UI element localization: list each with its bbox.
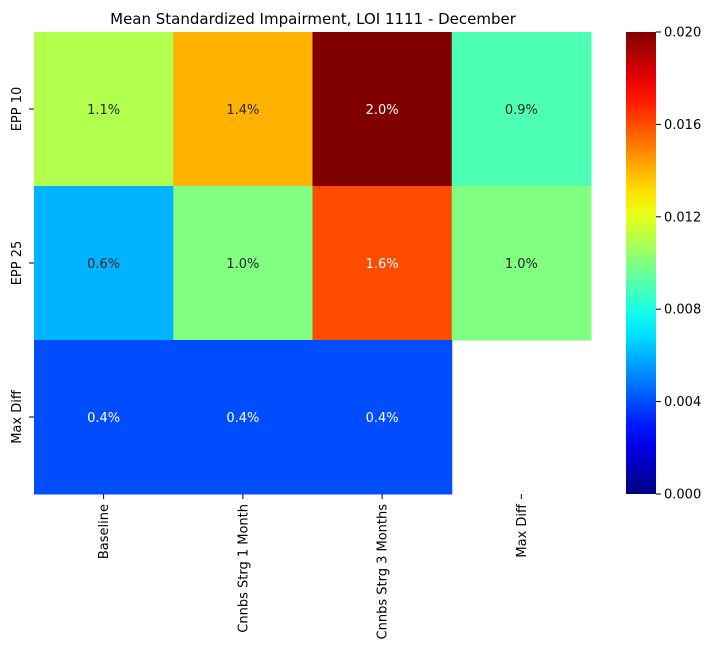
colorbar-tick-label: 0.008 <box>664 303 701 318</box>
heatmap-cell <box>312 340 453 495</box>
heatmap-cells: 1.1% 1.4% 2.0% 0.9% 0.6% 1.0% 1.6% 1.0% 0.4% 0.4%… <box>34 32 592 495</box>
heatmap-cell <box>173 186 313 341</box>
heatmap-cell <box>451 186 592 341</box>
heatmap-cell <box>451 32 592 187</box>
x-axis: Baseline Cnnbs Strg 1 Month Cnnbs Strg 3 M… <box>97 494 530 639</box>
colorbar <box>626 32 656 494</box>
colorbar-axis: 0.000 0.004 0.008 0.012 0.016 0.020 <box>656 26 701 503</box>
cell-label: 1.0% <box>226 257 259 272</box>
heatmap-cell <box>34 340 174 495</box>
x-tick-label: Cnnbs Strg 3 Months <box>376 504 391 640</box>
cell-label: 0.4% <box>366 411 399 426</box>
chart-title: Mean Standardized Impairment, LOI 1111 -… <box>110 10 517 28</box>
y-tick-label: EPP 25 <box>10 241 25 286</box>
x-tick-label: Baseline <box>97 504 112 559</box>
colorbar-tick-label: 0.012 <box>664 210 701 225</box>
x-tick-label: Max Diff <box>515 503 530 558</box>
cell-label: 0.9% <box>505 103 538 118</box>
colorbar-tick-label: 0.016 <box>664 118 701 133</box>
cell-label: 0.4% <box>87 411 120 426</box>
cell-label: 1.4% <box>226 103 259 118</box>
cell-label: 0.4% <box>226 411 259 426</box>
cell-label: 1.0% <box>505 257 538 272</box>
heatmap-cell <box>173 32 313 187</box>
cell-label: 1.1% <box>87 103 120 118</box>
colorbar-tick-label: 0.000 <box>664 488 701 503</box>
cell-label: 1.6% <box>366 257 399 272</box>
x-tick-label: Cnnbs Strg 1 Month <box>236 504 251 633</box>
heatmap-cell <box>173 340 313 495</box>
y-tick-label: Max Diff <box>10 389 25 444</box>
colorbar-tick-label: 0.020 <box>664 26 701 41</box>
cell-label: 0.6% <box>87 257 120 272</box>
y-axis: EPP 10 EPP 25 Max Diff <box>10 87 34 444</box>
heatmap-cell <box>34 186 174 341</box>
cell-label: 2.0% <box>366 103 399 118</box>
heatmap-cell <box>34 32 174 187</box>
colorbar-tick-label: 0.004 <box>664 395 701 410</box>
heatmap-cell <box>312 32 453 187</box>
heatmap-cell <box>312 186 453 341</box>
y-tick-label: EPP 10 <box>10 87 25 132</box>
